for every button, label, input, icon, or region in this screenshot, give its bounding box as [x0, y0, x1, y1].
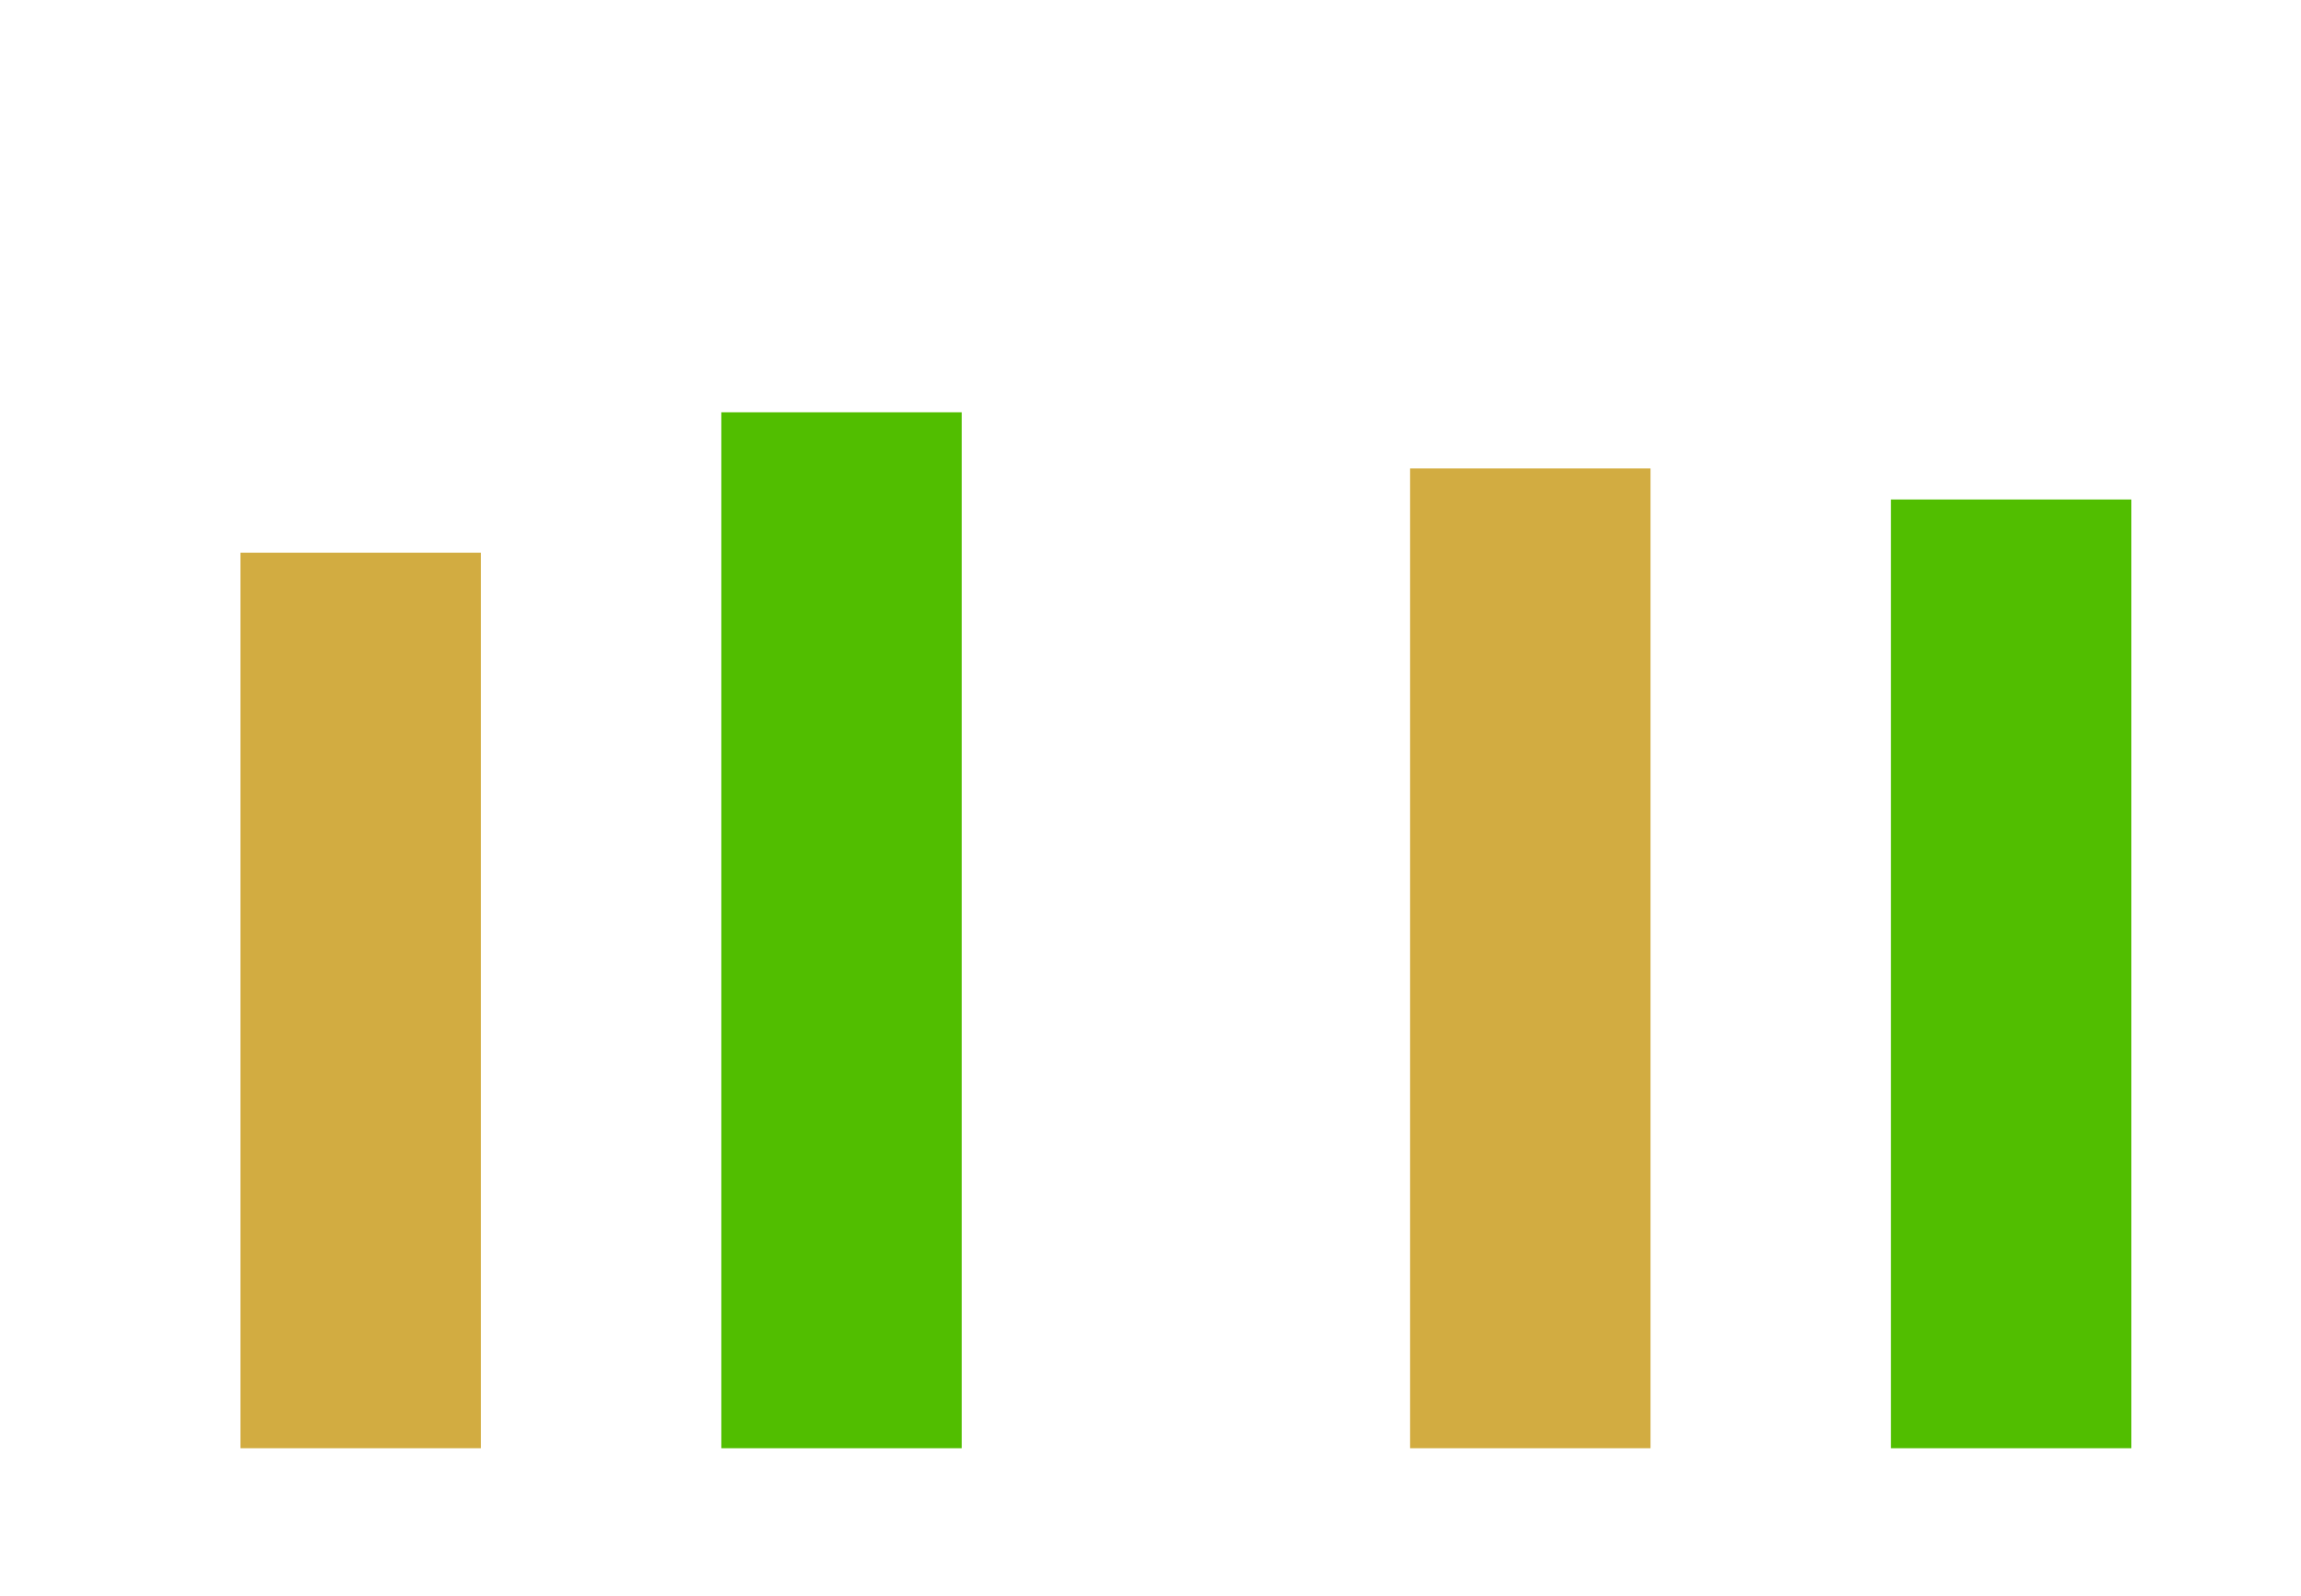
bar	[1890, 499, 2132, 1449]
bar	[240, 553, 481, 1449]
bar	[1409, 468, 1651, 1449]
bar	[721, 412, 962, 1449]
